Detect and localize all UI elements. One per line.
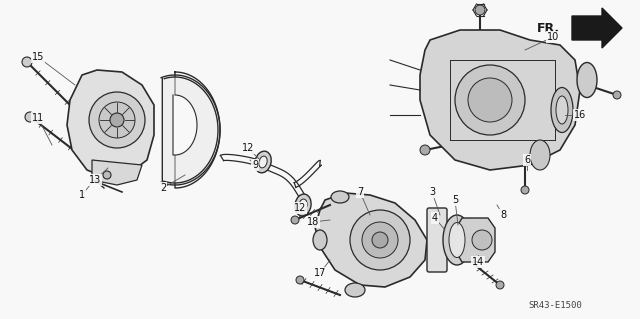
Circle shape [362,222,398,258]
Circle shape [475,5,485,15]
Ellipse shape [259,156,267,168]
Ellipse shape [577,63,597,98]
Ellipse shape [345,283,365,297]
Ellipse shape [295,194,311,216]
Text: 6: 6 [524,155,530,165]
Text: 4: 4 [432,213,438,223]
Circle shape [89,92,145,148]
Circle shape [521,186,529,194]
Text: 2: 2 [160,183,166,193]
Ellipse shape [530,140,550,170]
Text: 10: 10 [547,32,559,42]
Ellipse shape [313,230,327,250]
Circle shape [372,232,388,248]
Circle shape [468,78,512,122]
Polygon shape [315,193,427,287]
Text: 12: 12 [242,143,254,153]
Circle shape [22,57,32,67]
Polygon shape [420,30,580,170]
Circle shape [455,65,525,135]
Circle shape [103,171,111,179]
Text: 18: 18 [307,217,319,227]
Text: 3: 3 [429,187,435,197]
Circle shape [291,216,299,224]
Polygon shape [67,70,154,178]
Circle shape [420,145,430,155]
Polygon shape [455,218,495,262]
Circle shape [350,210,410,270]
Text: 13: 13 [89,175,101,185]
Ellipse shape [331,191,349,203]
FancyBboxPatch shape [427,208,447,272]
Ellipse shape [299,199,307,211]
Polygon shape [163,77,218,183]
Ellipse shape [255,151,271,173]
Text: 5: 5 [452,195,458,205]
Text: 11: 11 [32,113,44,123]
Text: 9: 9 [252,160,258,170]
Text: FR.: FR. [537,21,560,34]
Text: 14: 14 [472,257,484,267]
Text: 8: 8 [500,210,506,220]
Ellipse shape [551,87,573,132]
Circle shape [472,230,492,250]
Text: 17: 17 [314,268,326,278]
Text: 1: 1 [79,190,85,200]
Polygon shape [92,160,142,185]
Text: 15: 15 [32,52,44,62]
Polygon shape [173,95,197,155]
Text: 16: 16 [574,110,586,120]
Circle shape [613,91,621,99]
Circle shape [296,276,304,284]
Ellipse shape [443,215,471,265]
Text: 12: 12 [294,203,306,213]
Text: 7: 7 [357,187,363,197]
Circle shape [496,281,504,289]
Ellipse shape [449,222,465,257]
Circle shape [25,112,35,122]
Polygon shape [572,8,622,48]
Text: SR43-E1500: SR43-E1500 [528,300,582,309]
Circle shape [99,102,135,138]
Circle shape [110,113,124,127]
Ellipse shape [556,96,568,124]
